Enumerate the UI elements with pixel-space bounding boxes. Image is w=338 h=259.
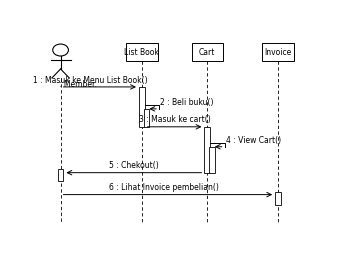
Text: : Member.: : Member.: [59, 80, 97, 89]
Text: 5 : Chekout(): 5 : Chekout(): [109, 161, 159, 170]
Bar: [204, 127, 210, 173]
Bar: [209, 147, 215, 173]
Text: Cart: Cart: [199, 47, 215, 56]
Bar: [262, 43, 294, 61]
Text: 6 : Lihat Invoice pembelian(): 6 : Lihat Invoice pembelian(): [109, 183, 219, 192]
Bar: [126, 43, 158, 61]
Text: 2 : Beli buku(): 2 : Beli buku(): [161, 98, 214, 107]
Bar: [58, 169, 64, 181]
Bar: [275, 192, 281, 205]
Bar: [139, 87, 145, 127]
Text: 1 : Masuk ke Menu List Book(): 1 : Masuk ke Menu List Book(): [33, 76, 148, 84]
Bar: [192, 43, 223, 61]
Text: Invoice: Invoice: [264, 47, 292, 56]
Text: 3 : Masuk ke cart(): 3 : Masuk ke cart(): [139, 116, 211, 124]
Text: 4 : View Cart(): 4 : View Cart(): [226, 136, 281, 145]
Text: List Book: List Book: [124, 47, 159, 56]
Bar: [144, 109, 149, 127]
